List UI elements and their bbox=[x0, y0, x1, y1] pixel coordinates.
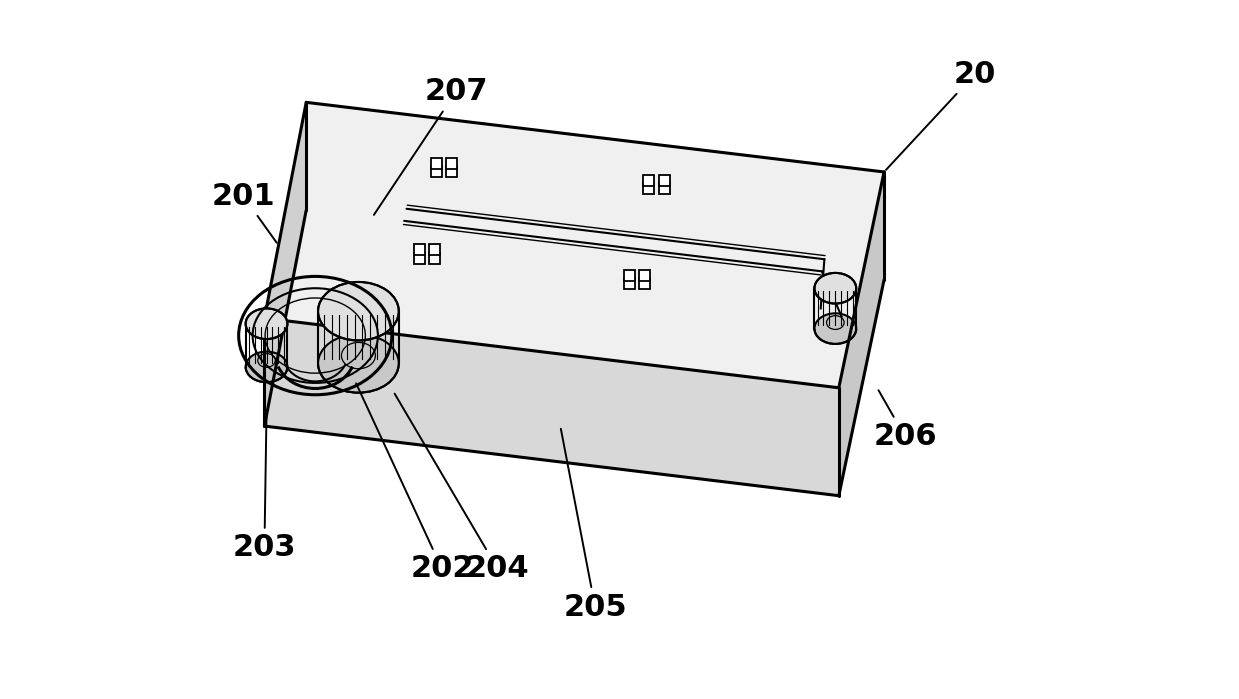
Polygon shape bbox=[264, 102, 885, 388]
Polygon shape bbox=[264, 318, 839, 496]
Text: 204: 204 bbox=[395, 394, 529, 583]
Polygon shape bbox=[264, 102, 306, 426]
Text: 206: 206 bbox=[873, 390, 937, 451]
Bar bbox=[659, 175, 670, 186]
Bar bbox=[431, 166, 442, 178]
Bar bbox=[659, 183, 670, 194]
Text: 203: 203 bbox=[233, 415, 296, 563]
Text: 201: 201 bbox=[212, 182, 276, 243]
Text: 20: 20 bbox=[886, 60, 996, 170]
Ellipse shape bbox=[814, 313, 856, 344]
Ellipse shape bbox=[318, 282, 399, 340]
Bar bbox=[643, 175, 654, 186]
Bar bbox=[429, 252, 440, 264]
Polygon shape bbox=[839, 172, 885, 496]
Ellipse shape bbox=[245, 352, 287, 382]
Ellipse shape bbox=[318, 334, 399, 393]
Bar bbox=[429, 244, 440, 255]
Bar bbox=[643, 183, 654, 194]
Bar bbox=[624, 278, 636, 289]
Bar bbox=[414, 244, 425, 255]
Text: 205: 205 bbox=[561, 428, 627, 621]
Bar bbox=[446, 158, 457, 169]
Text: 207: 207 bbox=[374, 78, 488, 215]
Bar bbox=[446, 166, 457, 178]
Bar bbox=[431, 158, 442, 169]
Text: 202: 202 bbox=[356, 383, 473, 583]
Bar bbox=[639, 278, 650, 289]
Bar bbox=[639, 270, 650, 281]
Ellipse shape bbox=[814, 273, 856, 303]
Ellipse shape bbox=[245, 308, 287, 339]
Bar bbox=[414, 252, 425, 264]
Bar bbox=[624, 270, 636, 281]
